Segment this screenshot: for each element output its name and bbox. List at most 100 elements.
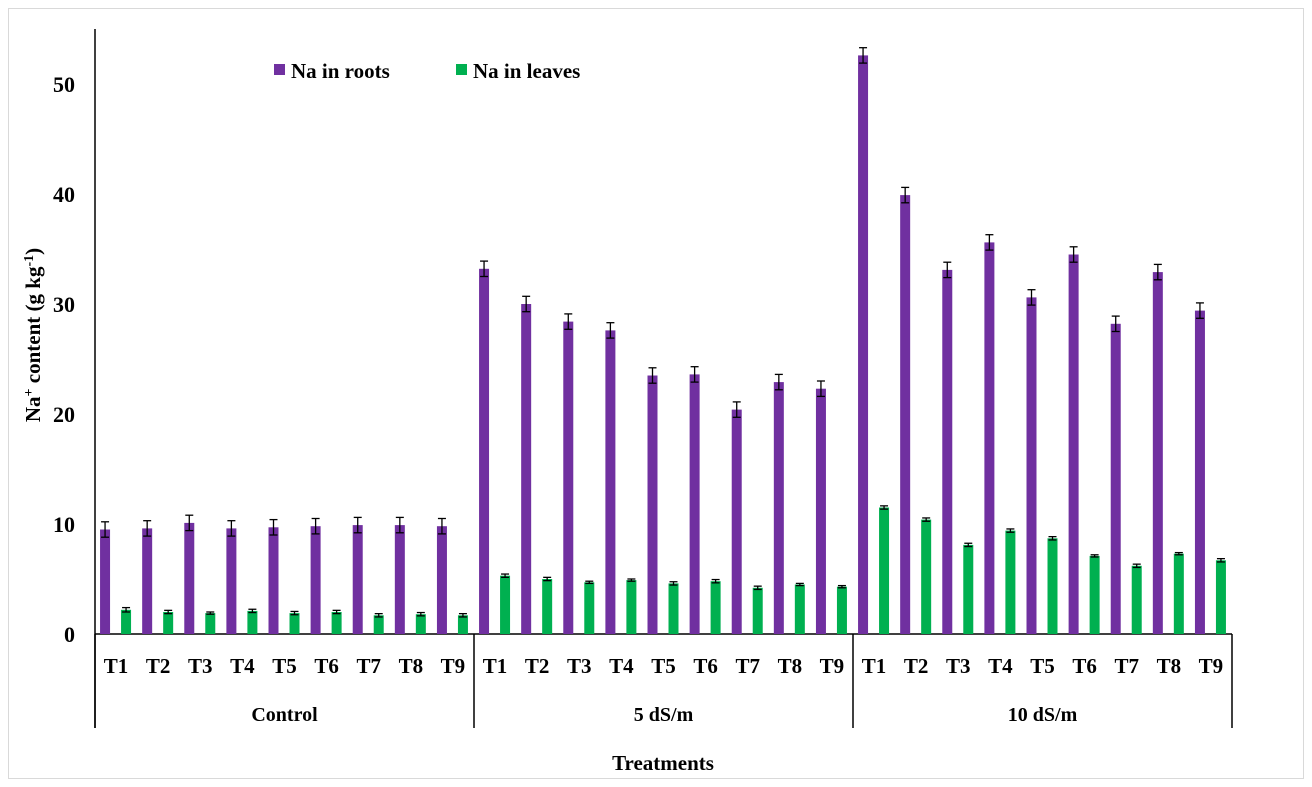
y-axis-title-mid: content (g kg [21,266,45,388]
bar [984,242,995,634]
y-axis-title: Na+ content (g kg-1) [21,248,45,422]
x-tick-label: T9 [820,654,845,678]
bar [605,330,616,634]
legend-swatch [456,64,467,75]
x-tick-label: T2 [146,654,171,678]
bar [121,609,132,634]
legend-label: Na in roots [291,59,390,83]
bar [900,195,911,634]
legend-label: Na in leaves [473,59,580,83]
bar [815,388,826,634]
bar [100,529,111,634]
legend-swatch [274,64,285,75]
bar [352,525,363,634]
chart-frame [8,8,1304,779]
bar [1215,560,1226,634]
y-tick-label: 50 [53,72,75,97]
x-tick-label: T8 [778,654,803,678]
x-tick-label: T8 [399,654,424,678]
x-tick-label: T5 [1030,654,1055,678]
x-tick-label: T6 [1072,654,1097,678]
y-tick-label: 0 [64,622,75,647]
x-tick-label: T5 [272,654,297,678]
y-axis-title-sup: + [22,388,37,396]
bar [1152,272,1163,634]
y-tick-label: 20 [53,402,75,427]
x-tick-label: T4 [988,654,1013,678]
x-tick-label: T2 [525,654,550,678]
bar [858,55,869,634]
x-tick-label: T3 [567,654,592,678]
bar [921,519,932,634]
bar [226,528,237,634]
bar [394,525,405,634]
bar [1131,565,1142,634]
x-tick-label: T6 [693,654,718,678]
bar [415,614,426,634]
bar [1173,553,1184,634]
bar [184,522,195,634]
x-axis-title: Treatments [612,751,714,775]
group-label: 10 dS/m [1008,704,1078,726]
bar [205,613,216,634]
bar [963,544,974,634]
x-tick-label: T1 [862,654,887,678]
group-label: Control [251,704,318,726]
x-tick-label: T7 [735,654,760,678]
bar [731,409,742,634]
y-tick-label: 10 [53,512,75,537]
x-tick-label: T3 [946,654,971,678]
bar [563,321,574,634]
x-tick-label: T7 [356,654,381,678]
bar [521,304,532,634]
bar [794,584,805,634]
bar [647,375,658,634]
y-tick-label: 30 [53,292,75,317]
bar [163,612,174,634]
bar [626,580,637,634]
bar [879,507,890,634]
x-tick-label: T3 [188,654,213,678]
x-tick-label: T6 [314,654,339,678]
bar [668,583,679,634]
x-tick-label: T7 [1114,654,1139,678]
x-tick-label: T1 [483,654,508,678]
bar [142,528,153,634]
bar [479,268,490,634]
bar [268,527,279,634]
bar [542,579,553,634]
y-tick-label: 40 [53,182,75,207]
bar [1110,323,1121,634]
group-label: 5 dS/m [634,704,694,726]
x-tick-label: T5 [651,654,676,678]
bar [584,582,595,634]
bar [689,374,700,634]
legend: Na in roots Na in leaves [274,59,580,83]
bar [1089,555,1100,634]
x-tick-label: T9 [441,654,466,678]
bar [942,269,953,634]
x-tick-label: T4 [230,654,255,678]
bar [1047,538,1058,634]
y-axis-title-end: ) [21,248,45,255]
bar [500,575,511,634]
svg-text:Na+ content (g kg-1): Na+ content (g kg-1) [21,248,45,422]
bar [1026,297,1037,634]
bar [752,587,763,634]
bar [436,526,447,634]
axes: 0 10 20 30 40 50 Control 5 dS/m 10 dS/m [53,29,1233,728]
y-axis-title-sup2: -1 [22,255,37,267]
x-tick-label: T8 [1157,654,1182,678]
x-tick-label: T9 [1199,654,1224,678]
x-tick-label: T2 [904,654,929,678]
bar [310,526,321,634]
bar [836,586,847,634]
y-axis-title-base: Na [21,396,45,422]
x-tick-label: T4 [609,654,634,678]
bar [457,615,468,634]
bars [100,47,1226,634]
bar [1005,530,1016,634]
x-tick-label: T1 [104,654,129,678]
x-category-labels: T1 T2 T3 T4 T5 T6 T7 T8 T9 T1 T2 T3 T4 T5 T6 T7 T8 T9 T1 T2… [104,654,1223,678]
